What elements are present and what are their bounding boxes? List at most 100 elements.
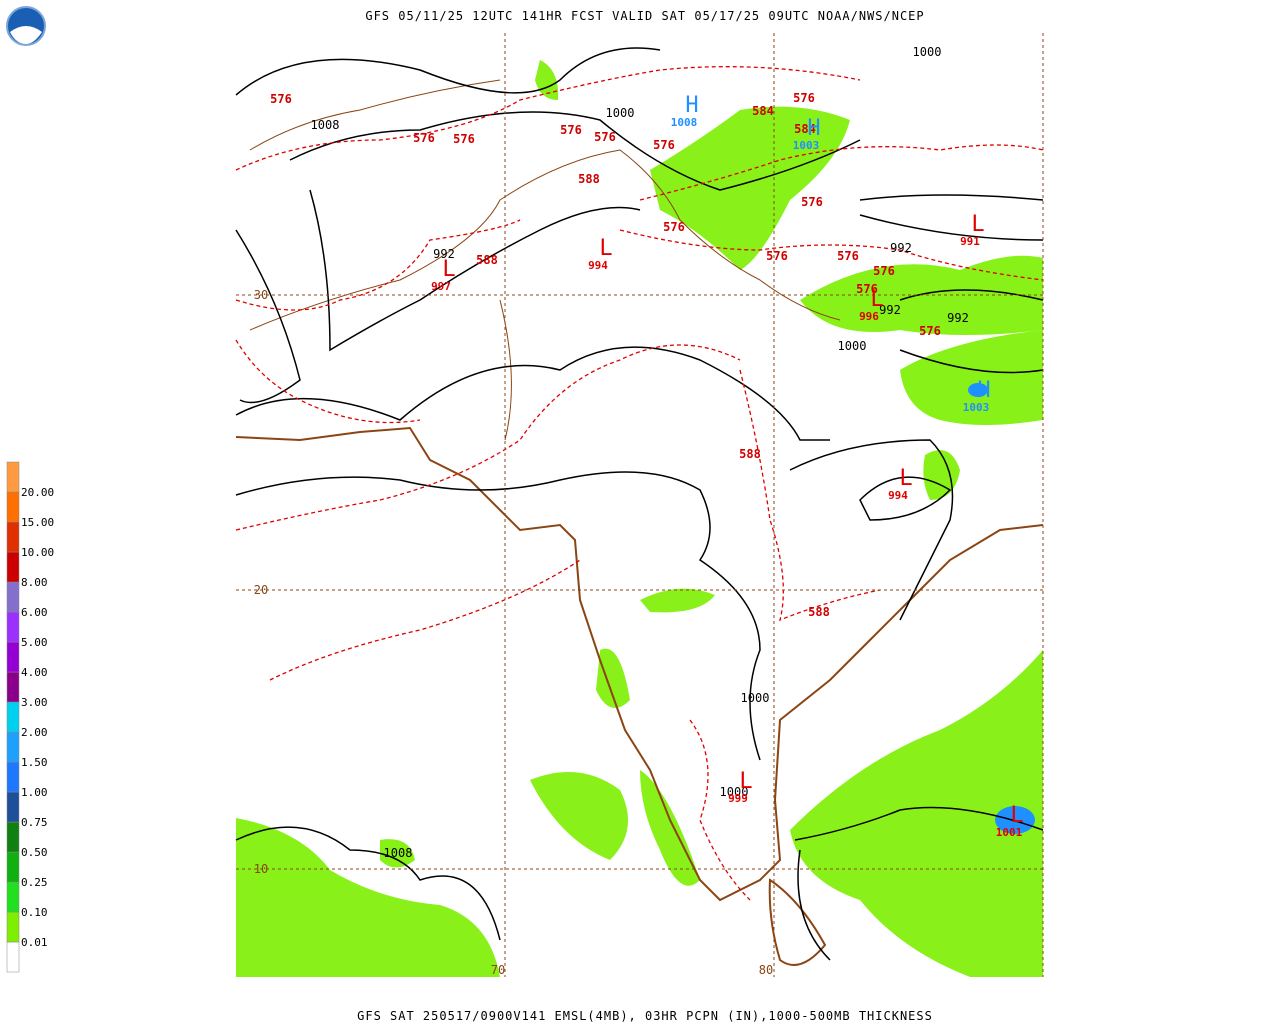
latitude-label: 30 (254, 288, 268, 302)
legend-swatch (6, 761, 20, 793)
legend-label: 15.00 (21, 516, 54, 529)
center-value: 997 (431, 280, 451, 293)
center-value: 1001 (996, 826, 1023, 839)
legend-swatch (6, 521, 20, 553)
legend-label: 0.25 (21, 876, 48, 889)
legend-label: 1.50 (21, 756, 48, 769)
isobars (235, 47, 1044, 961)
isobar-label: 1000 (720, 785, 749, 799)
legend-label: 10.00 (21, 546, 54, 559)
center-symbol: L (739, 769, 752, 794)
thickness-label: 576 (919, 324, 941, 338)
isobar-label: 992 (890, 241, 912, 255)
thickness-label: 588 (578, 172, 600, 186)
thickness-label: 576 (270, 92, 292, 106)
longitude-label: 80 (759, 963, 773, 977)
center-symbol: L (899, 466, 912, 491)
thickness-label: 576 (856, 282, 878, 296)
isobar-label: 992 (433, 247, 455, 261)
legend-swatch (6, 911, 20, 943)
borders (249, 79, 841, 441)
graticule (236, 33, 1044, 977)
thickness-label: 588 (476, 253, 498, 267)
center-symbol: L (971, 212, 984, 237)
thickness-label: 584 (794, 122, 816, 136)
legend-label: 0.50 (21, 846, 48, 859)
latitude-label: 20 (254, 583, 268, 597)
noaa-logo (6, 6, 46, 46)
thickness-label: 576 (653, 138, 675, 152)
legend-swatch (6, 461, 20, 493)
thickness-label: 576 (766, 249, 788, 263)
legend-label: 0.10 (21, 906, 48, 919)
legend-swatch (6, 791, 20, 823)
center-value: 1003 (963, 401, 990, 414)
legend-label: 5.00 (21, 636, 48, 649)
legend-swatch (6, 491, 20, 523)
center-value: 1003 (793, 139, 820, 152)
thickness-label: 576 (873, 264, 895, 278)
thickness-label: 576 (453, 132, 475, 146)
center-symbol: H (685, 93, 698, 118)
thickness-label: 576 (663, 220, 685, 234)
map-footer: GFS SAT 250517/0900V141 EMSL(4MB), 03HR … (357, 1009, 933, 1023)
heavy-precip (968, 383, 1035, 834)
thickness-label: 576 (594, 130, 616, 144)
legend-label: 4.00 (21, 666, 48, 679)
thickness-label: 576 (793, 91, 815, 105)
center-symbol: L (1010, 803, 1023, 828)
legend-swatch (6, 551, 20, 583)
longitude-label: 70 (491, 963, 505, 977)
legend-label: 20.00 (21, 486, 54, 499)
legend-swatch (6, 641, 20, 673)
thickness-label: 576 (413, 131, 435, 145)
thickness-label: 576 (560, 123, 582, 137)
coastlines (235, 426, 1044, 966)
legend-swatch (6, 671, 20, 703)
thickness-label: 576 (837, 249, 859, 263)
precip-areas (236, 60, 1043, 977)
legend-label: 8.00 (21, 576, 48, 589)
center-symbol: H (807, 116, 820, 141)
isobar-label: 1008 (384, 846, 413, 860)
thickness-label: 588 (808, 605, 830, 619)
isobar-label: 992 (947, 311, 969, 325)
legend-label: 2.00 (21, 726, 48, 739)
legend-swatch (6, 701, 20, 733)
center-value: 1008 (671, 116, 698, 129)
legend-swatch (6, 581, 20, 613)
legend-swatch (6, 821, 20, 853)
legend-label: 3.00 (21, 696, 48, 709)
thickness-label: 576 (801, 195, 823, 209)
center-value: 994 (888, 489, 908, 502)
latitude-label: 10 (254, 862, 268, 876)
legend-label: 1.00 (21, 786, 48, 799)
legend-swatch (6, 941, 20, 973)
map-area (235, 33, 1044, 977)
thickness-label: 588 (739, 447, 761, 461)
center-value: 994 (588, 259, 608, 272)
isobar-label: 1000 (741, 691, 770, 705)
center-symbol: L (599, 236, 612, 261)
precip-legend: 20.00 15.00 10.00 8.00 6.00 5.00 4.00 3.00 2.00 1… (6, 461, 54, 973)
center-symbol: L (870, 287, 883, 312)
center-symbol: L (442, 257, 455, 282)
isobar-label: 1008 (311, 118, 340, 132)
thickness-label: 584 (752, 104, 774, 118)
map-title: GFS 05/11/25 12UTC 141HR FCST VALID SAT … (365, 9, 924, 23)
isobar-label: 1000 (606, 106, 635, 120)
thickness-lines (235, 66, 1044, 901)
center-value: 999 (728, 792, 748, 805)
isobar-label: 992 (879, 303, 901, 317)
center-value: 991 (960, 235, 980, 248)
center-symbol: H (977, 378, 990, 403)
